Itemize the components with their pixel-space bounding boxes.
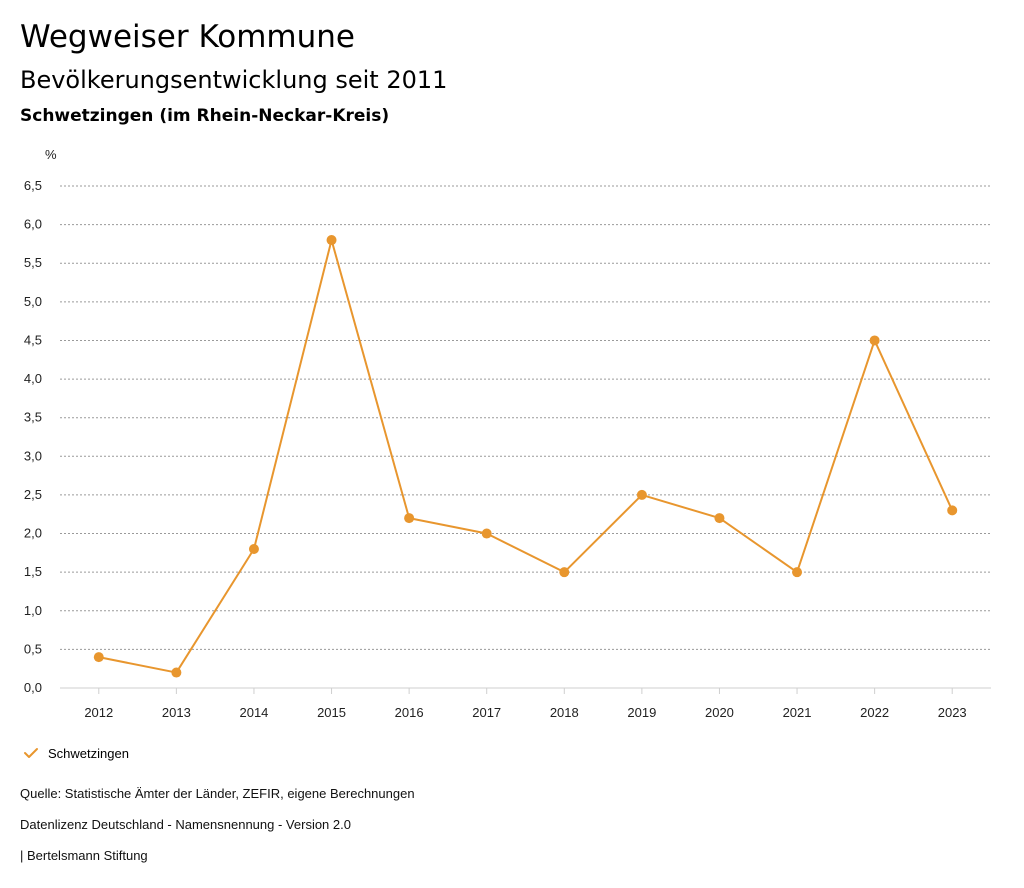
x-tick-label: 2019 (627, 705, 656, 720)
y-axis-unit-label: % (45, 147, 57, 162)
data-point-2019[interactable] (636, 489, 647, 500)
y-tick-label: 5,0 (24, 294, 42, 309)
data-point-2013[interactable] (171, 667, 182, 678)
data-point-2023[interactable] (947, 505, 958, 516)
data-point-2018[interactable] (559, 567, 570, 578)
x-tick-label: 2012 (84, 705, 113, 720)
y-tick-label: 6,5 (24, 178, 42, 193)
data-point-2015[interactable] (326, 235, 337, 246)
y-tick-label: 4,5 (24, 332, 42, 347)
license-note: Datenlizenz Deutschland - Namensnennung … (20, 817, 351, 832)
x-tick-label: 2022 (860, 705, 889, 720)
x-tick-label: 2014 (239, 705, 268, 720)
x-tick-label: 2015 (317, 705, 346, 720)
data-point-2012[interactable] (93, 652, 104, 663)
y-axis-ticks: 0,0 0,5 1,0 1,5 2,0 2,5 3,0 3,5 4,0 4,5 5,0 5,5 6,0 6… (24, 178, 42, 695)
data-point-2020[interactable] (714, 513, 725, 524)
y-tick-label: 1,5 (24, 564, 42, 579)
region-label: Schwetzingen (im Rhein-Neckar-Kreis) (20, 106, 390, 126)
y-tick-label: 2,5 (24, 487, 42, 502)
x-tick-label: 2018 (550, 705, 579, 720)
series-line (98, 239, 954, 674)
x-tick-label: 2020 (705, 705, 734, 720)
data-point-2017[interactable] (481, 528, 492, 539)
chart-subtitle: Bevölkerungsentwicklung seit 2011 (20, 66, 448, 94)
data-point-2014[interactable] (248, 543, 259, 554)
line-chart: 0,0 0,5 1,0 1,5 2,0 2,5 3,0 3,5 4,0 4,5 5,0 5,5 6,0 6… (24, 147, 991, 720)
y-tick-label: 5,5 (24, 255, 42, 270)
y-tick-label: 6,0 (24, 217, 42, 232)
y-tick-label: 2,0 (24, 526, 42, 541)
y-tick-label: 0,0 (24, 680, 42, 695)
y-tick-label: 4,0 (24, 371, 42, 386)
data-point-2016[interactable] (404, 513, 415, 524)
x-tick-label: 2016 (395, 705, 424, 720)
check-icon (24, 748, 38, 758)
x-axis: 2012 2013 2014 2015 2016 2017 2018 2019 2020 2021… (60, 687, 991, 720)
source-note: Quelle: Statistische Ämter der Länder, Z… (20, 786, 415, 801)
legend-label: Schwetzingen (48, 745, 129, 761)
data-point-2022[interactable] (869, 335, 880, 346)
series-schwetzingen[interactable] (93, 235, 958, 678)
legend-item-schwetzingen[interactable]: Schwetzingen (22, 744, 129, 762)
y-tick-label: 3,5 (24, 410, 42, 425)
y-tick-label: 3,0 (24, 448, 42, 463)
page-title: Wegweiser Kommune (20, 19, 355, 55)
x-tick-label: 2013 (162, 705, 191, 720)
data-point-2021[interactable] (792, 567, 803, 578)
x-tick-label: 2023 (938, 705, 967, 720)
y-tick-label: 1,0 (24, 603, 42, 618)
x-tick-label: 2017 (472, 705, 501, 720)
x-tick-label: 2021 (783, 705, 812, 720)
grid-lines (60, 185, 991, 650)
y-tick-label: 0,5 (24, 641, 42, 656)
publisher-note: | Bertelsmann Stiftung (20, 848, 148, 863)
